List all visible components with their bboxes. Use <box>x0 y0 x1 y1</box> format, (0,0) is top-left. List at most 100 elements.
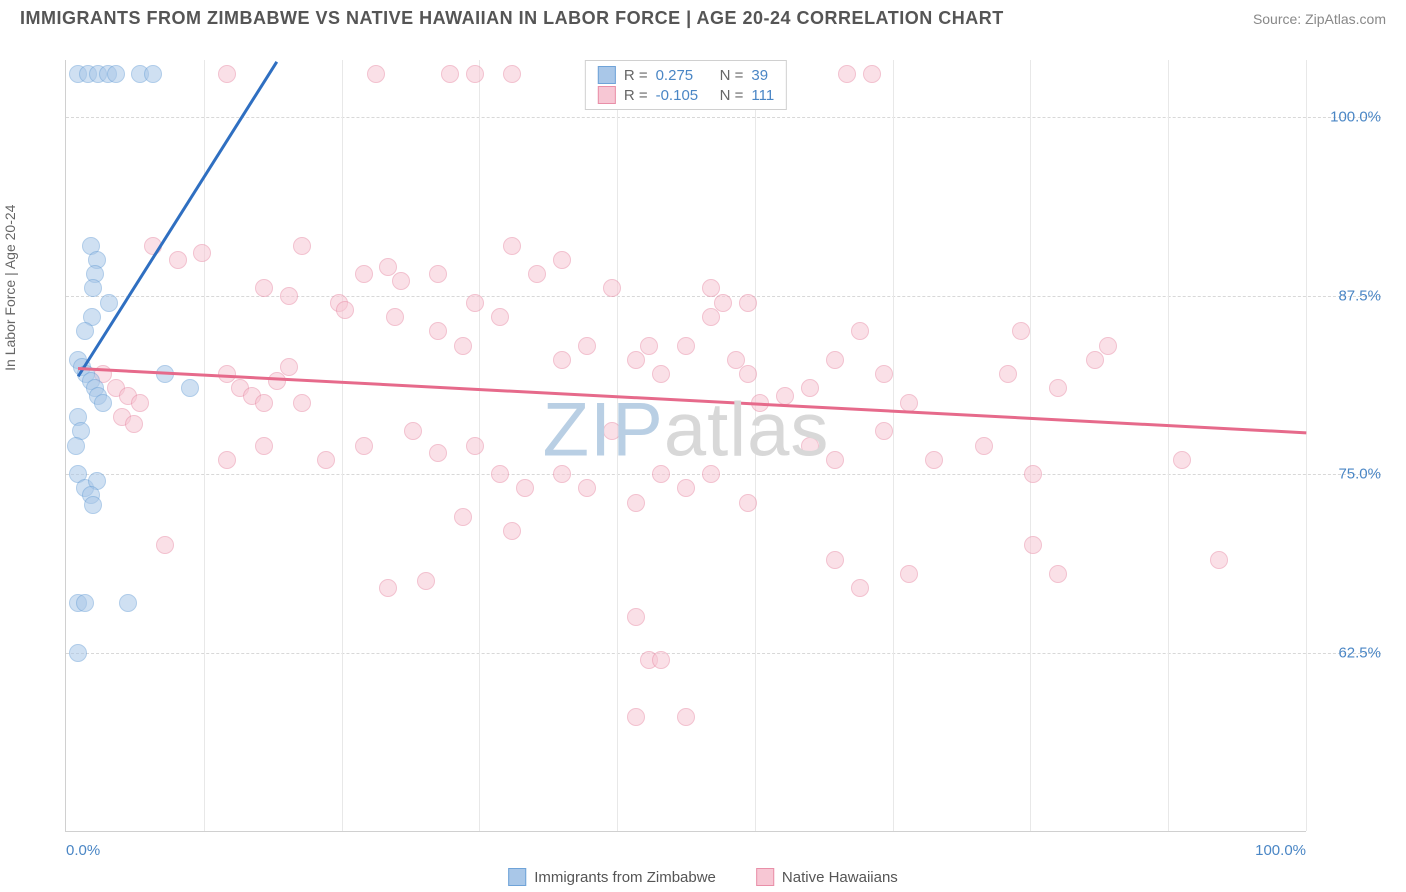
data-point <box>677 337 695 355</box>
y-tick-label: 75.0% <box>1311 466 1381 483</box>
data-point <box>293 237 311 255</box>
data-point <box>677 479 695 497</box>
legend-swatch <box>508 868 526 886</box>
data-point <box>466 437 484 455</box>
data-point <box>107 65 125 83</box>
x-tick-label: 100.0% <box>1255 842 1306 859</box>
data-point <box>355 265 373 283</box>
data-point <box>975 437 993 455</box>
data-point <box>739 494 757 512</box>
data-point <box>652 365 670 383</box>
data-point <box>739 294 757 312</box>
data-point <box>1024 465 1042 483</box>
legend-swatch <box>598 66 616 84</box>
data-point <box>776 387 794 405</box>
gridline-vertical <box>1306 60 1307 831</box>
gridline-vertical <box>755 60 756 831</box>
data-point <box>553 465 571 483</box>
data-point <box>84 496 102 514</box>
data-point <box>652 465 670 483</box>
data-point <box>280 358 298 376</box>
legend-item: Immigrants from Zimbabwe <box>508 868 716 886</box>
data-point <box>466 294 484 312</box>
data-point <box>491 308 509 326</box>
r-label: R = <box>624 87 648 104</box>
data-point <box>826 351 844 369</box>
data-point <box>69 644 87 662</box>
data-point <box>355 437 373 455</box>
data-point <box>156 536 174 554</box>
data-point <box>441 65 459 83</box>
series-legend: Immigrants from Zimbabwe Native Hawaiians <box>508 868 898 886</box>
data-point <box>268 372 286 390</box>
data-point <box>379 579 397 597</box>
data-point <box>125 415 143 433</box>
data-point <box>1086 351 1104 369</box>
data-point <box>702 308 720 326</box>
r-value: -0.105 <box>656 87 712 104</box>
gridline-vertical <box>1030 60 1031 831</box>
trend-line <box>77 61 278 377</box>
data-point <box>67 437 85 455</box>
data-point <box>640 337 658 355</box>
data-point <box>999 365 1017 383</box>
data-point <box>94 394 112 412</box>
data-point <box>131 394 149 412</box>
legend-label: Immigrants from Zimbabwe <box>534 869 716 886</box>
gridline-vertical <box>617 60 618 831</box>
data-point <box>627 608 645 626</box>
source-attribution: Source: ZipAtlas.com <box>1253 11 1386 27</box>
data-point <box>317 451 335 469</box>
data-point <box>838 65 856 83</box>
data-point <box>255 394 273 412</box>
data-point <box>454 508 472 526</box>
data-point <box>900 394 918 412</box>
plot-area: R =0.275N =39R =-0.105N =111 ZIPatlas 62… <box>65 60 1306 832</box>
data-point <box>491 465 509 483</box>
data-point <box>503 65 521 83</box>
data-point <box>801 437 819 455</box>
data-point <box>392 272 410 290</box>
data-point <box>627 351 645 369</box>
data-point <box>119 594 137 612</box>
data-point <box>100 294 118 312</box>
data-point <box>218 451 236 469</box>
r-value: 0.275 <box>656 67 712 84</box>
chart-container: In Labor Force | Age 20-24 R =0.275N =39… <box>20 40 1386 852</box>
data-point <box>503 522 521 540</box>
gridline-horizontal <box>66 653 1381 654</box>
legend-stat-row: R =0.275N =39 <box>598 65 774 85</box>
data-point <box>652 651 670 669</box>
data-point <box>1012 322 1030 340</box>
r-label: R = <box>624 67 648 84</box>
data-point <box>84 279 102 297</box>
legend-swatch <box>598 86 616 104</box>
data-point <box>900 565 918 583</box>
data-point <box>454 337 472 355</box>
data-point <box>404 422 422 440</box>
data-point <box>280 287 298 305</box>
data-point <box>925 451 943 469</box>
data-point <box>516 479 534 497</box>
data-point <box>181 379 199 397</box>
data-point <box>851 579 869 597</box>
data-point <box>875 422 893 440</box>
data-point <box>218 65 236 83</box>
data-point <box>255 279 273 297</box>
legend-item: Native Hawaiians <box>756 868 898 886</box>
y-tick-label: 87.5% <box>1311 287 1381 304</box>
data-point <box>603 279 621 297</box>
data-point <box>386 308 404 326</box>
data-point <box>1049 379 1067 397</box>
data-point <box>76 594 94 612</box>
legend-stat-row: R =-0.105N =111 <box>598 85 774 105</box>
data-point <box>826 451 844 469</box>
gridline-horizontal <box>66 474 1381 475</box>
y-tick-label: 100.0% <box>1311 109 1381 126</box>
data-point <box>739 365 757 383</box>
data-point <box>1210 551 1228 569</box>
n-value: 111 <box>751 87 774 104</box>
data-point <box>169 251 187 269</box>
data-point <box>1173 451 1191 469</box>
data-point <box>255 437 273 455</box>
